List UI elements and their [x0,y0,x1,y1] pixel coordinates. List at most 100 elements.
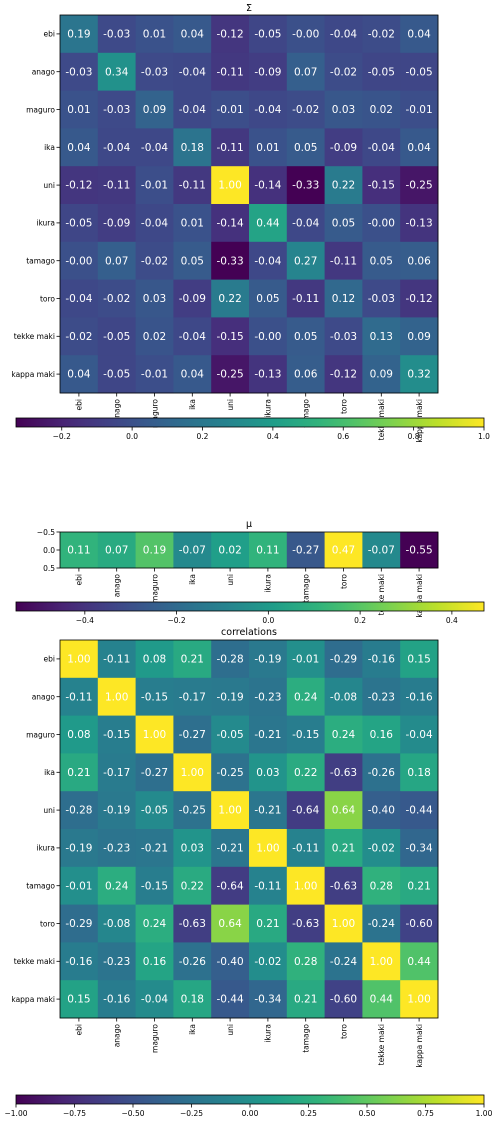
heatmap-cell [60,640,99,679]
heatmap-cell [97,829,136,868]
x-tick-label: ikura [264,574,273,593]
heatmap-cell [400,532,439,569]
cell-value-label: 0.24 [294,691,318,703]
cell-value-label: -0.64 [217,880,244,892]
colorbar [15,601,485,612]
cell-value-label: 0.24 [143,918,167,930]
heatmap-cell [60,355,99,394]
heatmap-cell [135,866,174,905]
heatmap-cell [400,715,439,754]
y-tick-label: 0.0 [43,546,55,555]
heatmap-cell [400,866,439,905]
heatmap-cell [60,241,99,280]
cell-value-label: 0.06 [294,369,318,381]
cell-value-label: 0.64 [332,805,356,817]
heatmap-cell [286,128,325,167]
cell-value-label: 1.00 [294,880,317,892]
y-tick-label: anago [32,693,56,702]
cell-value-label: 0.24 [332,729,356,741]
heatmap-cell [400,980,439,1019]
heatmap-cell [211,52,250,91]
heatmap-cell [249,532,288,569]
cell-value-label: 0.28 [370,880,393,892]
heatmap-cell [400,317,439,356]
cell-value-label: -0.21 [254,729,281,741]
cell-value-label: 0.04 [67,142,91,154]
y-tick-label: toro [40,294,55,303]
cell-value-label: 0.18 [181,142,204,154]
heatmap-cell [400,640,439,679]
cell-value-label: 1.00 [181,767,204,779]
heatmap-cell [249,166,288,205]
cell-value-label: 0.44 [370,994,394,1006]
cell-value-label: -0.11 [254,880,281,892]
cell-value-label: -0.11 [179,180,206,192]
heatmap-cell [135,677,174,716]
heatmap-cell [362,15,401,54]
cell-value-label: -0.23 [103,843,130,855]
heatmap-cell [324,15,363,54]
heatmap-cell [249,715,288,754]
heatmap-cell [249,791,288,830]
colorbar-tick-label: 0.50 [359,1109,376,1118]
heatmap-cell [97,640,136,679]
heatmap-cell [286,355,325,394]
y-tick-label: toro [40,919,55,928]
cell-value-label: -0.15 [141,691,168,703]
heatmap-cell [135,640,174,679]
x-tick-label: tamago [302,1024,311,1053]
cell-value-label: 1.00 [256,843,279,855]
heatmap-cell [286,715,325,754]
cell-value-label: -0.28 [217,654,244,666]
cell-value-label: -0.60 [406,918,433,930]
heatmap-cell [211,532,250,569]
cell-value-label: -0.04 [292,218,319,230]
cell-value-label: -0.01 [141,369,168,381]
cell-value-label: 0.27 [294,255,317,267]
cell-value-label: -0.44 [406,805,433,817]
cell-value-label: -0.17 [103,767,130,779]
x-tick-label: uni [226,574,235,586]
colorbar-tick-label: 0.4 [267,432,279,441]
cell-value-label: 0.03 [143,293,166,305]
x-tick-label: tekke maki [377,1024,386,1065]
heatmap-cell [60,532,99,569]
heatmap-cell [362,279,401,318]
x-tick-label: maguro [150,1024,159,1053]
heatmap-cell [400,90,439,129]
cell-value-label: -0.02 [65,331,92,343]
cell-value-label: -0.05 [65,218,92,230]
heatmap-cell [400,829,439,868]
cell-value-label: -0.05 [103,331,130,343]
cell-value-label: 1.00 [67,654,90,666]
cell-value-label: -0.26 [179,956,206,968]
cell-value-label: -0.63 [179,918,206,930]
cell-value-label: -0.01 [217,104,244,116]
cell-value-label: 1.00 [105,691,128,703]
cell-value-label: 0.16 [370,729,394,741]
cell-value-label: -0.34 [254,994,281,1006]
cell-value-label: -0.04 [141,994,168,1006]
heatmap-cell [249,640,288,679]
heatmap-cell [211,791,250,830]
colorbar-tick-label: 1.0 [478,432,490,441]
heatmap-cell [173,279,212,318]
x-tick-label: ikura [264,399,273,418]
heatmap-cell [286,532,325,569]
colorbar-tick-label: −0.2 [53,432,71,441]
cell-value-label: -0.04 [141,142,168,154]
cell-value-label: -0.11 [103,654,130,666]
heatmap-cell [211,677,250,716]
x-tick-label: ebi [75,1024,84,1035]
cell-value-label: -0.19 [65,843,92,855]
x-tick-label: uni [226,399,235,411]
heatmap-cell [362,942,401,981]
heatmap-cell [60,15,99,54]
y-tick-label: −0.5 [37,528,55,537]
heatmap-cell [211,204,250,243]
y-tick-label: ikura [36,844,55,853]
heatmap-cell [362,980,401,1019]
heatmap-cell [173,829,212,868]
cell-value-label: 0.21 [407,880,430,892]
heatmap-cell [324,904,363,943]
